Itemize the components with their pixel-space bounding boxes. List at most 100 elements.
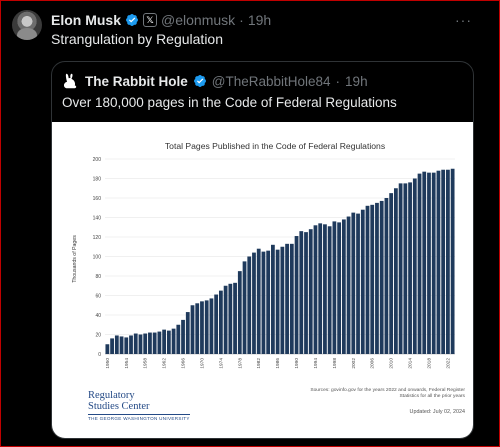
bar-1987 xyxy=(280,246,285,354)
sources-line-2: Statistics for all the prior years xyxy=(399,394,465,399)
bar-1968 xyxy=(190,305,195,354)
bar-2002 xyxy=(351,212,356,355)
x-tick-label: 2002 xyxy=(351,358,357,369)
bar-1994 xyxy=(313,225,318,354)
logo-line-3: THE GEORGE WASHINGTON UNIVERSITY xyxy=(88,414,190,421)
verified-badge-icon xyxy=(126,14,138,26)
post-time[interactable]: 19h xyxy=(247,12,272,28)
bar-1959 xyxy=(148,332,152,354)
bar-1952 xyxy=(114,335,119,354)
bars xyxy=(105,168,455,355)
bar-2001 xyxy=(346,216,351,354)
bar-1970 xyxy=(200,301,204,354)
bar-2000 xyxy=(341,219,346,354)
x-tick-label: 2006 xyxy=(370,358,376,369)
sources-line-1: Sources: govinfo.gov for the years 2022 … xyxy=(310,388,465,393)
chart-title: Total Pages Published in the Code of Fed… xyxy=(165,141,385,151)
bar-2005 xyxy=(365,205,370,354)
quoted-verified-badge-icon xyxy=(193,75,206,87)
bar-2009 xyxy=(384,198,389,354)
bar-1995 xyxy=(318,223,323,354)
post-text: Strangulation by Regulation xyxy=(51,31,224,47)
x-tick-label: 1974 xyxy=(218,358,224,369)
bar-1990 xyxy=(294,236,299,354)
bar-1992 xyxy=(304,232,308,355)
y-tick-label: 60 xyxy=(95,293,101,299)
y-tick-label: 20 xyxy=(95,332,101,338)
bar-1962 xyxy=(162,329,167,355)
y-tick-labels: 0 20 40 60 80 100 120 140 160 180 200 xyxy=(93,157,102,358)
y-tick-label: 180 xyxy=(93,176,102,182)
bar-1951 xyxy=(110,338,114,354)
bar-1953 xyxy=(119,336,124,354)
bar-1975 xyxy=(223,285,228,354)
y-tick-label: 120 xyxy=(93,235,102,241)
bar-1981 xyxy=(252,252,256,354)
bar-1972 xyxy=(209,298,214,354)
y-tick-label: 80 xyxy=(95,274,101,280)
x-tick-label: 1982 xyxy=(256,358,262,369)
x-tick-label: 2022 xyxy=(445,358,451,369)
author-handle[interactable]: @elonmusk xyxy=(161,12,236,28)
y-tick-label: 100 xyxy=(93,254,102,260)
dot-separator: · xyxy=(239,12,244,28)
sources-note: Sources: govinfo.gov for the years 2022 … xyxy=(255,388,465,400)
quoted-post[interactable]: The Rabbit Hole @TheRabbitHole84 · 19h O… xyxy=(51,61,474,439)
bar-1997 xyxy=(327,226,332,354)
bar-1961 xyxy=(157,331,162,354)
bar-2010 xyxy=(389,193,394,355)
bar-1974 xyxy=(218,290,223,355)
bar-1989 xyxy=(289,243,294,354)
quoted-post-header: The Rabbit Hole @TheRabbitHole84 · 19h xyxy=(62,71,368,91)
bar-1971 xyxy=(204,300,209,355)
bar-1978 xyxy=(237,271,242,355)
bar-1957 xyxy=(138,334,143,354)
chart-image[interactable]: Total Pages Published in the Code of Fed… xyxy=(52,122,473,438)
x-tick-label: 1986 xyxy=(275,358,281,369)
bar-2008 xyxy=(379,200,384,354)
logo-line-1: Regulatory xyxy=(88,390,135,401)
bar-2022 xyxy=(446,169,450,354)
author-avatar[interactable] xyxy=(12,10,42,40)
y-tick-label: 0 xyxy=(98,352,101,358)
bar-1950 xyxy=(105,344,110,354)
bar-2016 xyxy=(417,173,422,355)
post-header: Elon Musk 𝕏 @elonmusk · 19h xyxy=(51,11,271,29)
y-tick-label: 40 xyxy=(95,313,101,319)
bar-2012 xyxy=(398,183,403,355)
quoted-author-name[interactable]: The Rabbit Hole xyxy=(85,73,188,89)
more-options-icon[interactable]: ··· xyxy=(455,12,472,28)
logo-line-2: Studies Center xyxy=(88,401,150,412)
bar-2006 xyxy=(370,204,375,354)
bar-2017 xyxy=(422,171,427,354)
y-axis-label: Thousands of Pages xyxy=(72,235,78,283)
bar-1964 xyxy=(171,328,176,354)
regulatory-studies-center-logo: Regulatory Studies Center THE GEORGE WAS… xyxy=(88,390,190,421)
x-tick-label: 1970 xyxy=(199,358,205,369)
bar-1993 xyxy=(308,229,313,354)
x-tick-label: 1994 xyxy=(313,358,319,369)
bar-1986 xyxy=(275,249,280,354)
bar-2014 xyxy=(408,182,412,354)
author-name[interactable]: Elon Musk xyxy=(51,12,122,28)
updated-note: Updated: July 02, 2024 xyxy=(409,409,465,415)
quoted-dot-separator: · xyxy=(335,73,341,89)
bar-1976 xyxy=(228,283,233,354)
x-tick-label: 2014 xyxy=(408,358,414,369)
bar-2007 xyxy=(375,202,379,355)
bar-2003 xyxy=(356,213,360,354)
y-tick-label: 200 xyxy=(93,157,102,163)
bar-1998 xyxy=(332,221,337,354)
rabbit-avatar-icon[interactable] xyxy=(62,72,80,90)
quoted-post-time[interactable]: 19h xyxy=(345,73,368,89)
x-tick-label: 1998 xyxy=(332,358,338,369)
bar-1963 xyxy=(166,330,171,354)
bar-1982 xyxy=(256,248,261,354)
bar-2021 xyxy=(441,169,446,354)
quoted-author-handle[interactable]: @TheRabbitHole84 xyxy=(211,73,331,89)
bar-1960 xyxy=(152,332,157,354)
x-tick-label: 2018 xyxy=(426,358,432,369)
bar-2020 xyxy=(436,170,441,354)
x-tick-label: 1990 xyxy=(294,358,300,369)
bar-1958 xyxy=(143,333,148,354)
